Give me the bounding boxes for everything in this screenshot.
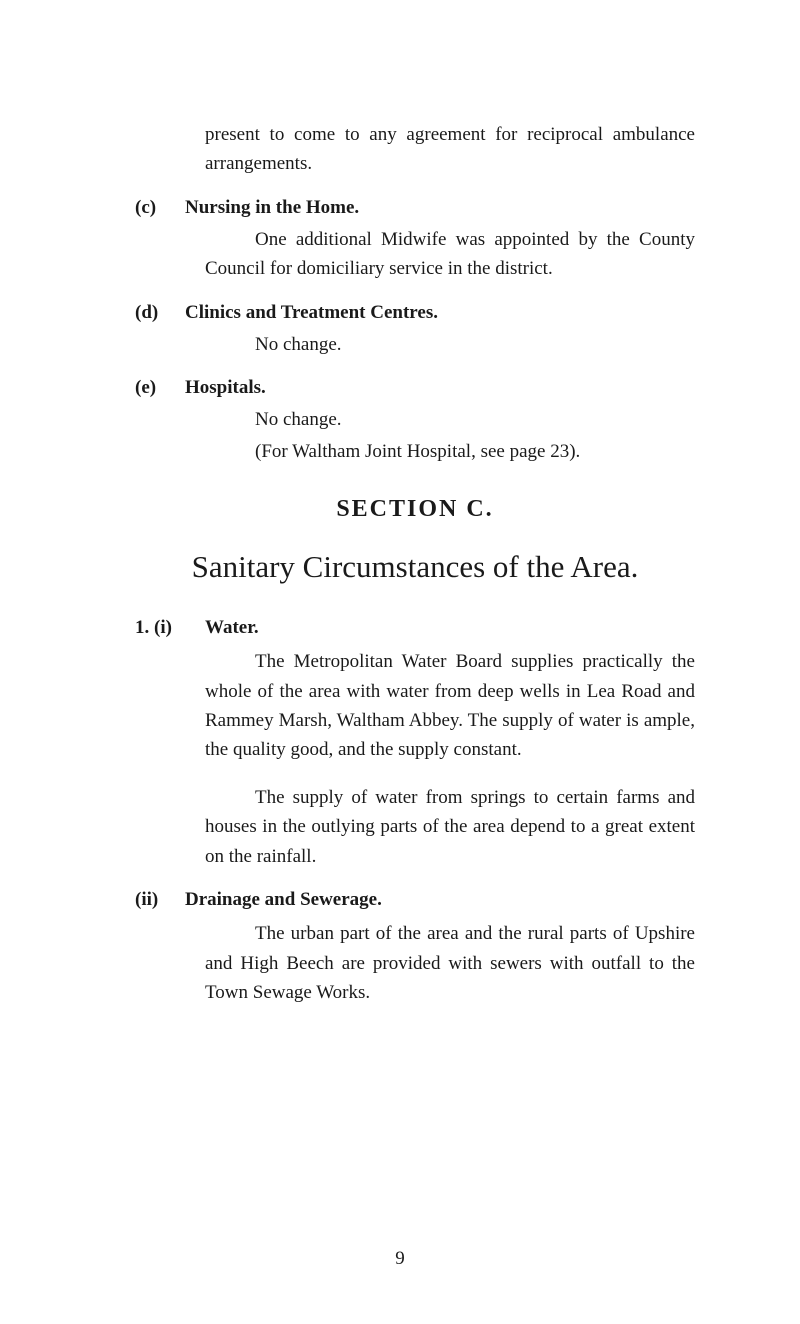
intro-paragraph: present to come to any agreement for rec… xyxy=(135,120,695,179)
item-1i-para1: The Metropolitan Water Board supplies pr… xyxy=(135,647,695,765)
item-e-row: (e) Hospitals. xyxy=(135,377,695,399)
item-c-row: (c) Nursing in the Home. xyxy=(135,197,695,219)
item-ii-heading: Drainage and Sewerage. xyxy=(185,889,382,911)
item-1i-heading: Water. xyxy=(205,617,259,639)
item-d-marker: (d) xyxy=(135,302,185,324)
page-number: 9 xyxy=(0,1248,800,1270)
item-1i-marker: 1. (i) xyxy=(135,617,205,639)
item-e-body1: No change. xyxy=(135,405,695,434)
item-d-row: (d) Clinics and Treatment Centres. xyxy=(135,302,695,324)
item-e-heading: Hospitals. xyxy=(185,377,266,399)
item-d-body: No change. xyxy=(135,330,695,359)
item-ii-para1: The urban part of the area and the rural… xyxy=(135,919,695,1007)
item-c-marker: (c) xyxy=(135,197,185,219)
item-1i-row: 1. (i) Water. xyxy=(135,617,695,639)
item-d-heading: Clinics and Treatment Centres. xyxy=(185,302,438,324)
main-title: Sanitary Circumstances of the Area. xyxy=(135,549,695,585)
section-title: SECTION C. xyxy=(135,496,695,523)
item-ii-row: (ii) Drainage and Sewerage. xyxy=(135,889,695,911)
item-c-body: One additional Midwife was appointed by … xyxy=(135,225,695,284)
item-1i-para2: The supply of water from springs to cert… xyxy=(135,783,695,871)
item-e-marker: (e) xyxy=(135,377,185,399)
item-c-heading: Nursing in the Home. xyxy=(185,197,359,219)
item-e-body2: (For Waltham Joint Hospital, see page 23… xyxy=(135,437,695,466)
item-ii-marker: (ii) xyxy=(135,889,185,911)
